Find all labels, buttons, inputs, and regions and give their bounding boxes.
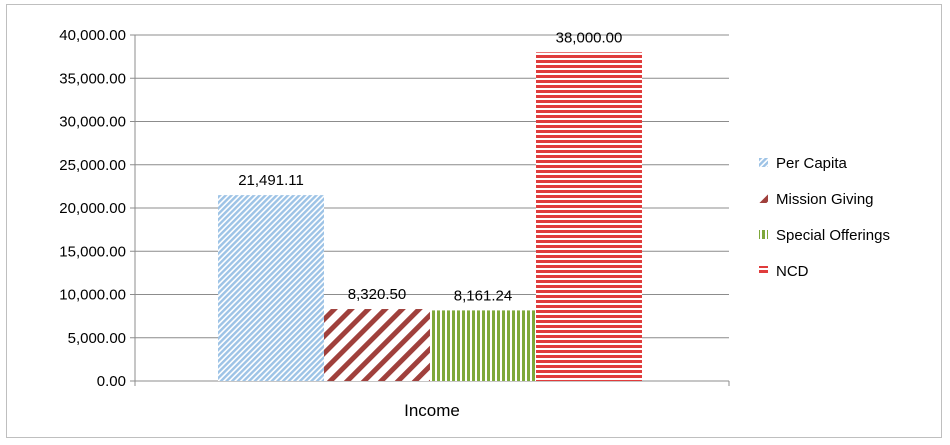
legend: Per Capita Mission Giving Special Offering… <box>759 155 890 280</box>
bar-special-offerings <box>430 310 536 381</box>
legend-label: Per Capita <box>776 155 848 172</box>
y-tick-label: 35,000.00 <box>59 70 126 87</box>
y-tick-label: 20,000.00 <box>59 200 126 217</box>
legend-swatch <box>759 230 768 239</box>
bars <box>218 52 642 382</box>
legend-swatch <box>759 266 768 275</box>
bar-chart: 0.00 5,000.00 10,000.00 15,000.00 20,000.00 2… <box>59 27 890 420</box>
y-tick-label: 40,000.00 <box>59 27 126 44</box>
y-tick-label: 5,000.00 <box>68 330 126 347</box>
legend-swatch <box>759 158 768 167</box>
y-tick-label: 25,000.00 <box>59 157 126 174</box>
y-tick-label: 0.00 <box>97 373 126 390</box>
legend-swatch <box>759 194 768 203</box>
legend-label: Mission Giving <box>776 191 874 208</box>
axes: 0.00 5,000.00 10,000.00 15,000.00 20,000.00 2… <box>59 27 730 420</box>
bar-ncd <box>536 52 642 382</box>
data-label: 21,491.11 <box>238 172 304 189</box>
bar-mission-giving <box>324 309 430 381</box>
chart-frame: 0.00 5,000.00 10,000.00 15,000.00 20,000.00 2… <box>6 4 942 438</box>
data-label: 8,161.24 <box>454 287 512 304</box>
y-tick-label: 10,000.00 <box>59 287 126 304</box>
x-category-label: Income <box>404 401 460 420</box>
bar-per-capita <box>218 195 324 381</box>
data-label: 8,320.50 <box>348 286 406 303</box>
legend-label: Special Offerings <box>776 227 890 244</box>
y-tick-label: 30,000.00 <box>59 114 126 131</box>
legend-label: NCD <box>776 263 809 280</box>
data-label: 38,000.00 <box>556 29 623 46</box>
y-tick-label: 15,000.00 <box>59 243 126 260</box>
data-labels: 21,491.11 8,320.50 8,161.24 38,000.00 <box>238 29 622 304</box>
